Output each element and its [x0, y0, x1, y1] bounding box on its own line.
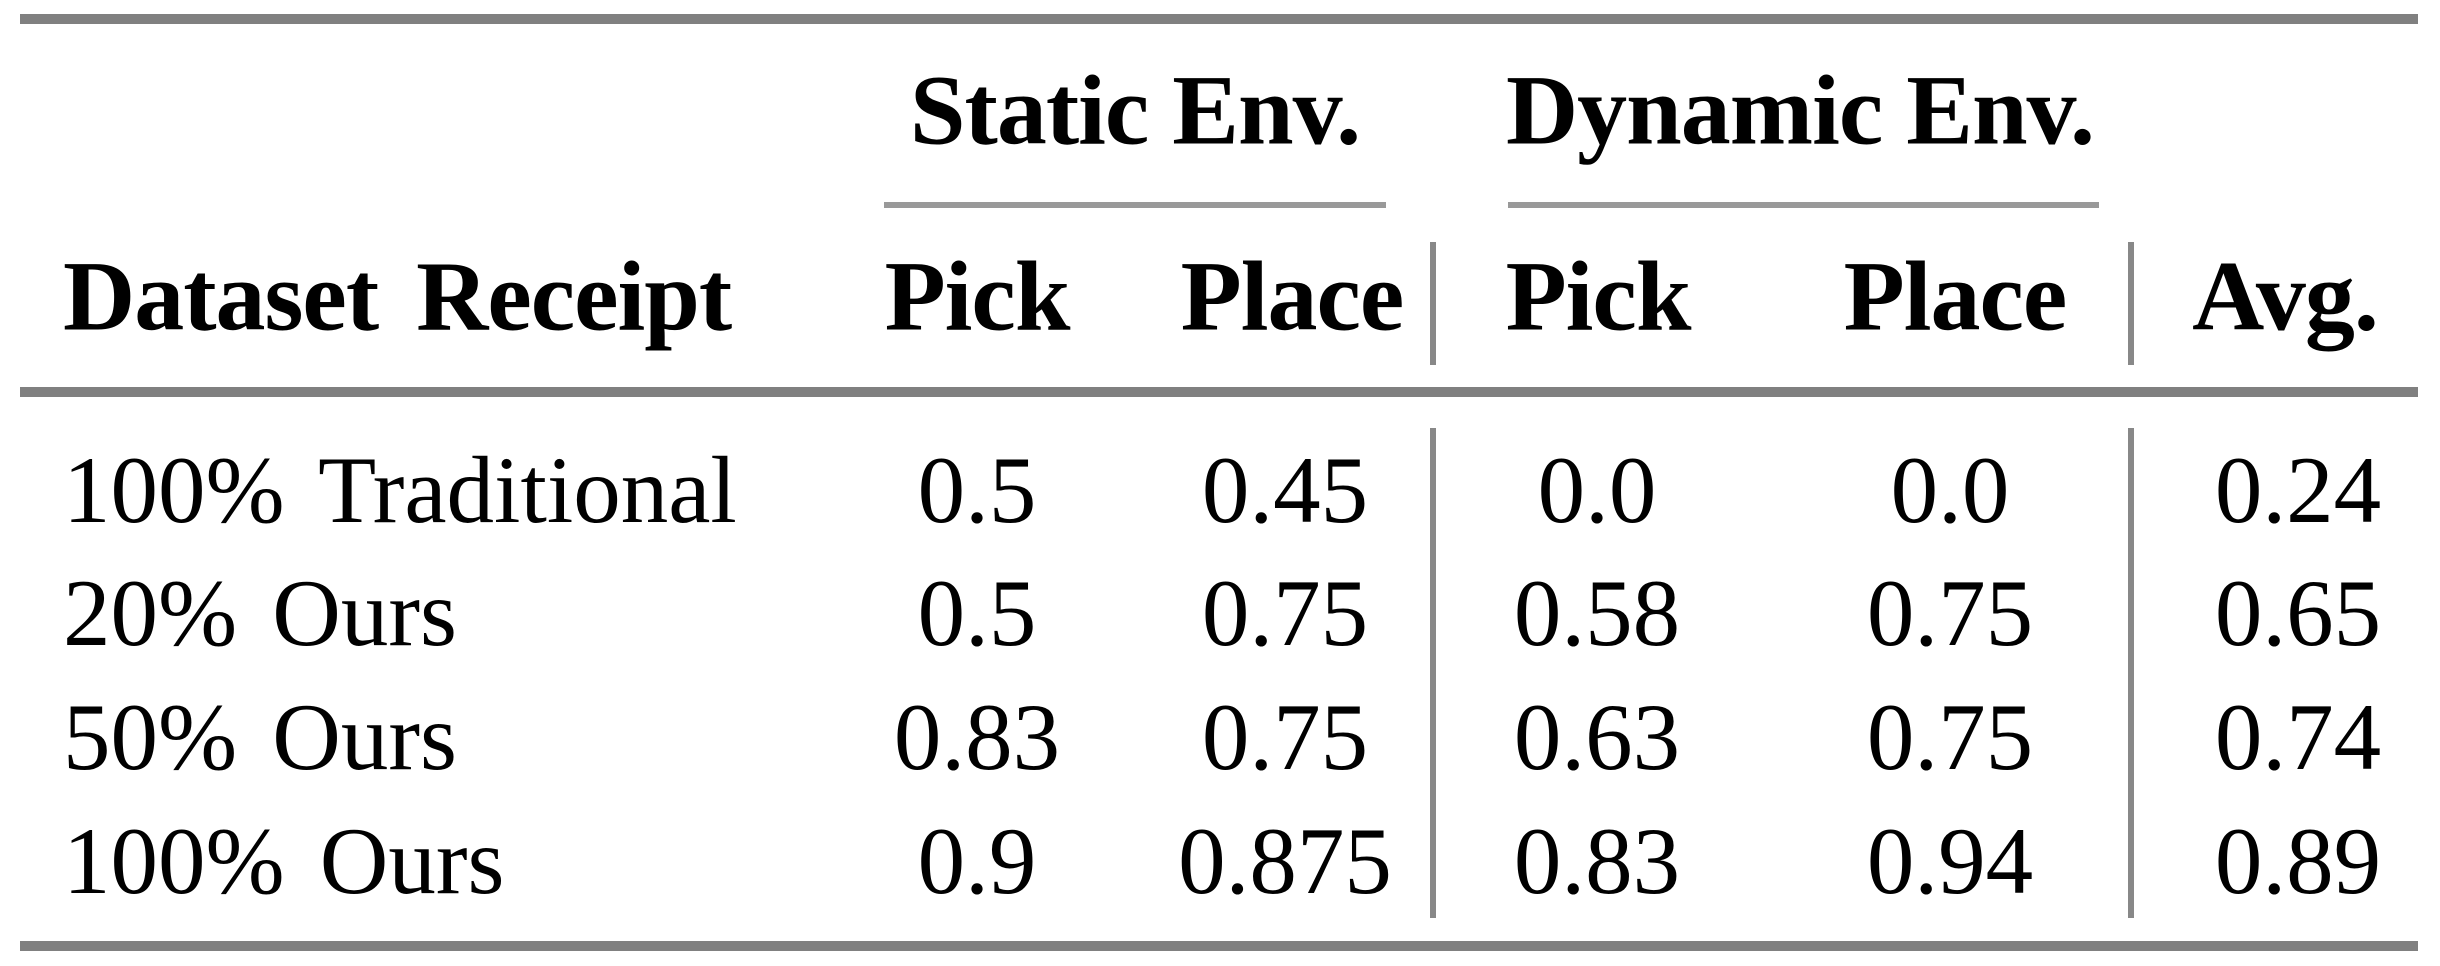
dynamic-pick-header: Pick	[1505, 240, 1692, 352]
column-separator	[1430, 428, 1436, 918]
row-header: Dataset Receipt	[63, 240, 732, 352]
table-cell: 0.63	[1513, 684, 1681, 790]
table-cell: 0.94	[1866, 808, 2034, 914]
table-cell: 0.0	[1890, 437, 2010, 543]
bottom-rule	[20, 941, 2418, 951]
table-cell: 0.9	[917, 808, 1037, 914]
table-cell: 0.5	[917, 560, 1037, 666]
column-separator	[2128, 242, 2134, 365]
table-row-label: 20% Ours	[63, 560, 457, 666]
table-cell: 0.875	[1178, 808, 1392, 914]
dynamic-group-rule	[1508, 202, 2099, 208]
table-row-label: 100% Traditional	[63, 437, 737, 543]
static-pick-header: Pick	[884, 240, 1071, 352]
dynamic-place-header: Place	[1843, 240, 2068, 352]
table-cell: 0.89	[2214, 808, 2382, 914]
table-row-label: 100% Ours	[63, 808, 505, 914]
static-group-rule	[884, 202, 1386, 208]
table-cell: 0.83	[1513, 808, 1681, 914]
table-cell: 0.83	[893, 684, 1061, 790]
table-cell: 0.58	[1513, 560, 1681, 666]
static-env-group-header: Static Env.	[909, 54, 1361, 166]
table-cell: 0.75	[1201, 560, 1369, 666]
table-cell: 0.24	[2214, 437, 2382, 543]
table-cell: 0.75	[1201, 684, 1369, 790]
avg-header: Avg.	[2192, 240, 2379, 352]
column-separator	[1430, 242, 1436, 365]
table-cell: 0.65	[2214, 560, 2382, 666]
static-place-header: Place	[1180, 240, 1405, 352]
table-row-label: 50% Ours	[63, 684, 457, 790]
column-separator	[2128, 428, 2134, 918]
table-cell: 0.75	[1866, 560, 2034, 666]
dynamic-env-group-header: Dynamic Env.	[1505, 54, 2095, 166]
mid-rule	[20, 387, 2418, 397]
table-cell: 0.45	[1201, 437, 1369, 543]
table-cell: 0.75	[1866, 684, 2034, 790]
table-cell: 0.74	[2214, 684, 2382, 790]
table-cell: 0.5	[917, 437, 1037, 543]
table-cell: 0.0	[1537, 437, 1657, 543]
top-rule	[20, 14, 2418, 24]
